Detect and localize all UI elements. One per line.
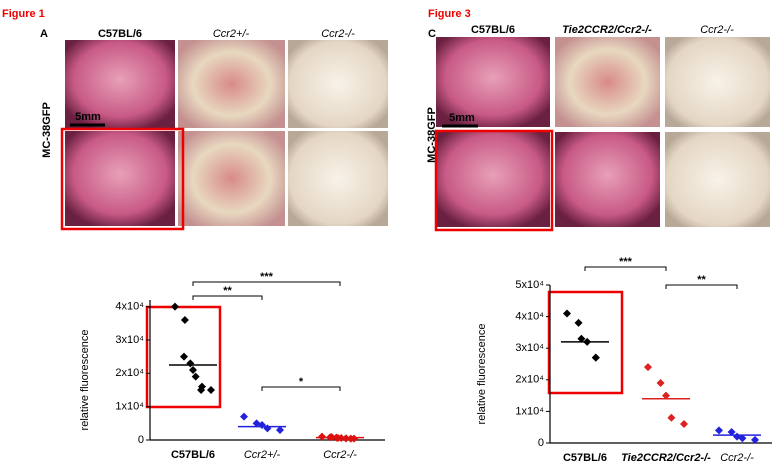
data-point [715,426,723,435]
x-tick-label: Ccr2+/- [244,449,281,461]
y-tick-label: 5x10⁴ [515,279,544,291]
highlight-box [547,290,624,395]
tumor-photos [60,37,770,409]
highlight-box [434,129,554,232]
figure-label: Figure 1 [2,8,45,20]
highlight-box [145,305,222,409]
significance-label: ** [697,274,706,286]
x-tick-label: C57BL/6 [171,449,215,461]
y-tick-label: 3x10⁴ [115,334,144,346]
photo-column-label: Ccr2+/- [213,28,250,40]
data-point [171,302,179,311]
scale-label: 5mm [449,112,475,124]
significance-bracket [584,266,667,271]
photo [288,131,388,226]
y-tick-label: 0 [138,434,144,446]
data-point [680,420,688,429]
photo-row-label: MC-38GFP [426,107,438,163]
y-tick-label: 3x10⁴ [515,342,544,354]
significance-bracket [665,284,738,289]
data-point [207,386,215,394]
data-point [574,318,583,327]
significance-label: * [299,376,304,388]
significance-bracket [192,281,341,286]
photo-column-label: Ccr2-/- [700,24,734,36]
panel-label: A [40,28,48,40]
data-point [751,435,759,444]
photo [555,37,660,127]
y-tick-label: 4x10⁴ [515,311,544,323]
photo [288,40,388,128]
data-point [667,413,676,422]
significance-bracket [261,386,341,391]
photo [178,131,285,226]
significance-label: ** [223,285,232,297]
y-axis-label: relative fluorescence [476,324,488,425]
panel-label: C [428,28,436,40]
y-tick-label: 4x10⁴ [115,301,144,313]
photo-column-label: Ccr2-/- [321,28,355,40]
data-point [662,391,670,400]
photo-column-label: C57BL/6 [98,28,142,40]
data-point [738,434,747,443]
data-point [577,334,586,343]
data-point [591,353,600,362]
photo [555,132,660,227]
data-point [197,386,206,394]
significance-label: *** [260,271,274,283]
photo [65,40,175,128]
data-point [191,372,200,381]
photo-column-label: C57BL/6 [471,24,515,36]
data-point [727,427,736,436]
data-point [644,363,652,372]
photo [665,132,770,227]
photo [436,37,550,127]
significance-label: *** [619,256,633,268]
x-tick-label: Ccr2-/- [720,452,754,464]
y-tick-label: 1x10⁴ [515,405,544,417]
data-point [240,412,248,421]
data-point [346,434,355,443]
photo [65,131,175,226]
photo [178,40,285,128]
y-tick-label: 2x10⁴ [515,374,544,386]
x-tick-label: Tie2CCR2/Ccr2-/- [621,452,711,464]
data-point [318,432,326,441]
data-point [180,352,188,361]
highlight-box [60,127,185,231]
x-tick-label: C57BL/6 [563,452,607,464]
photo [436,132,550,227]
data-point [180,316,189,324]
data-point [563,309,571,318]
data-point [656,378,665,387]
figure-label: Figure 3 [428,8,471,20]
x-tick-label: Ccr2-/- [323,449,357,461]
data-point [276,426,284,434]
y-tick-label: 0 [538,437,544,449]
significance-bracket [192,295,263,300]
photo-column-label: Tie2CCR2/Ccr2-/- [562,24,652,36]
photo [665,37,770,127]
y-axis-label: relative fluorescence [79,330,91,431]
data-point [189,366,197,374]
photo-row-label: MC-38GFP [41,102,53,158]
scale-label: 5mm [75,111,101,123]
y-tick-label: 1x10⁴ [115,401,144,413]
y-tick-label: 2x10⁴ [115,367,144,379]
